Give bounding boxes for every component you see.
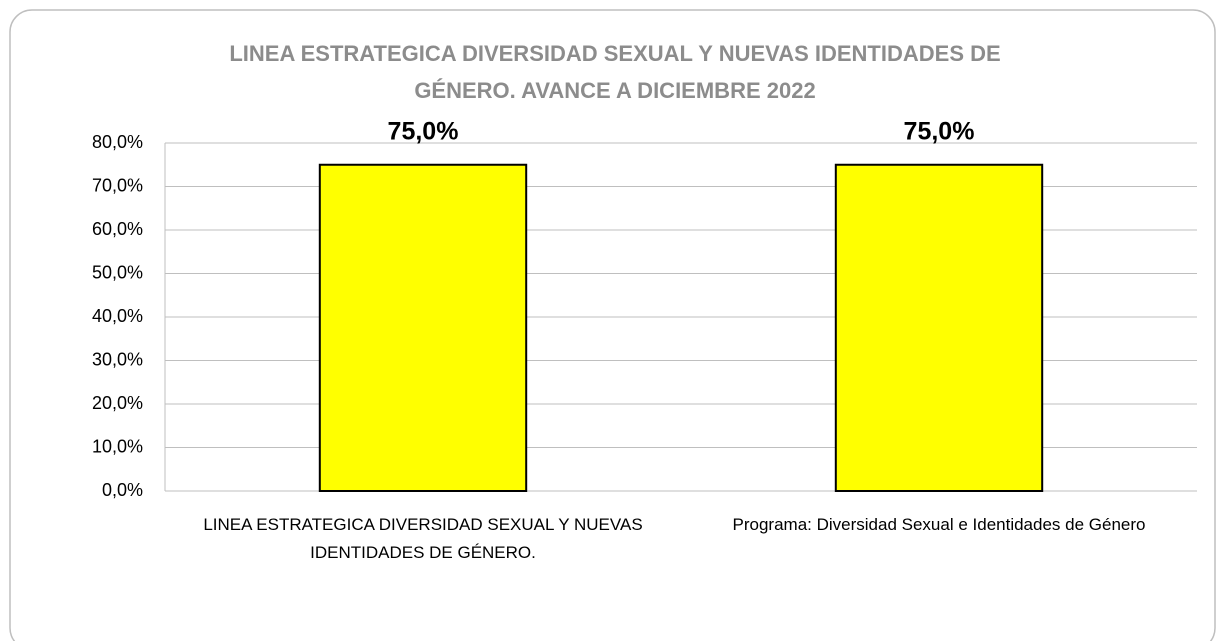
- y-tick-label: 60,0%: [92, 219, 143, 239]
- y-tick-label: 20,0%: [92, 393, 143, 413]
- y-tick-label: 30,0%: [92, 349, 143, 369]
- x-tick-label: Programa: Diversidad Sexual e Identidade…: [732, 515, 1146, 534]
- chart-title: LINEA ESTRATEGICA DIVERSIDAD SEXUAL Y NU…: [229, 41, 1000, 66]
- y-tick-label: 0,0%: [102, 480, 143, 500]
- bar: [318, 163, 528, 492]
- y-tick-label: 80,0%: [92, 132, 143, 152]
- y-tick-label: 10,0%: [92, 436, 143, 456]
- y-tick-label: 70,0%: [92, 175, 143, 195]
- x-tick-label: LINEA ESTRATEGICA DIVERSIDAD SEXUAL Y NU…: [203, 515, 643, 562]
- data-label: 75,0%: [904, 117, 975, 145]
- chart-title: GÉNERO. AVANCE A DICIEMBRE 2022: [414, 78, 815, 103]
- y-tick-label: 40,0%: [92, 306, 143, 326]
- y-tick-label: 50,0%: [92, 262, 143, 282]
- bar: [834, 163, 1044, 492]
- data-label: 75,0%: [388, 117, 459, 145]
